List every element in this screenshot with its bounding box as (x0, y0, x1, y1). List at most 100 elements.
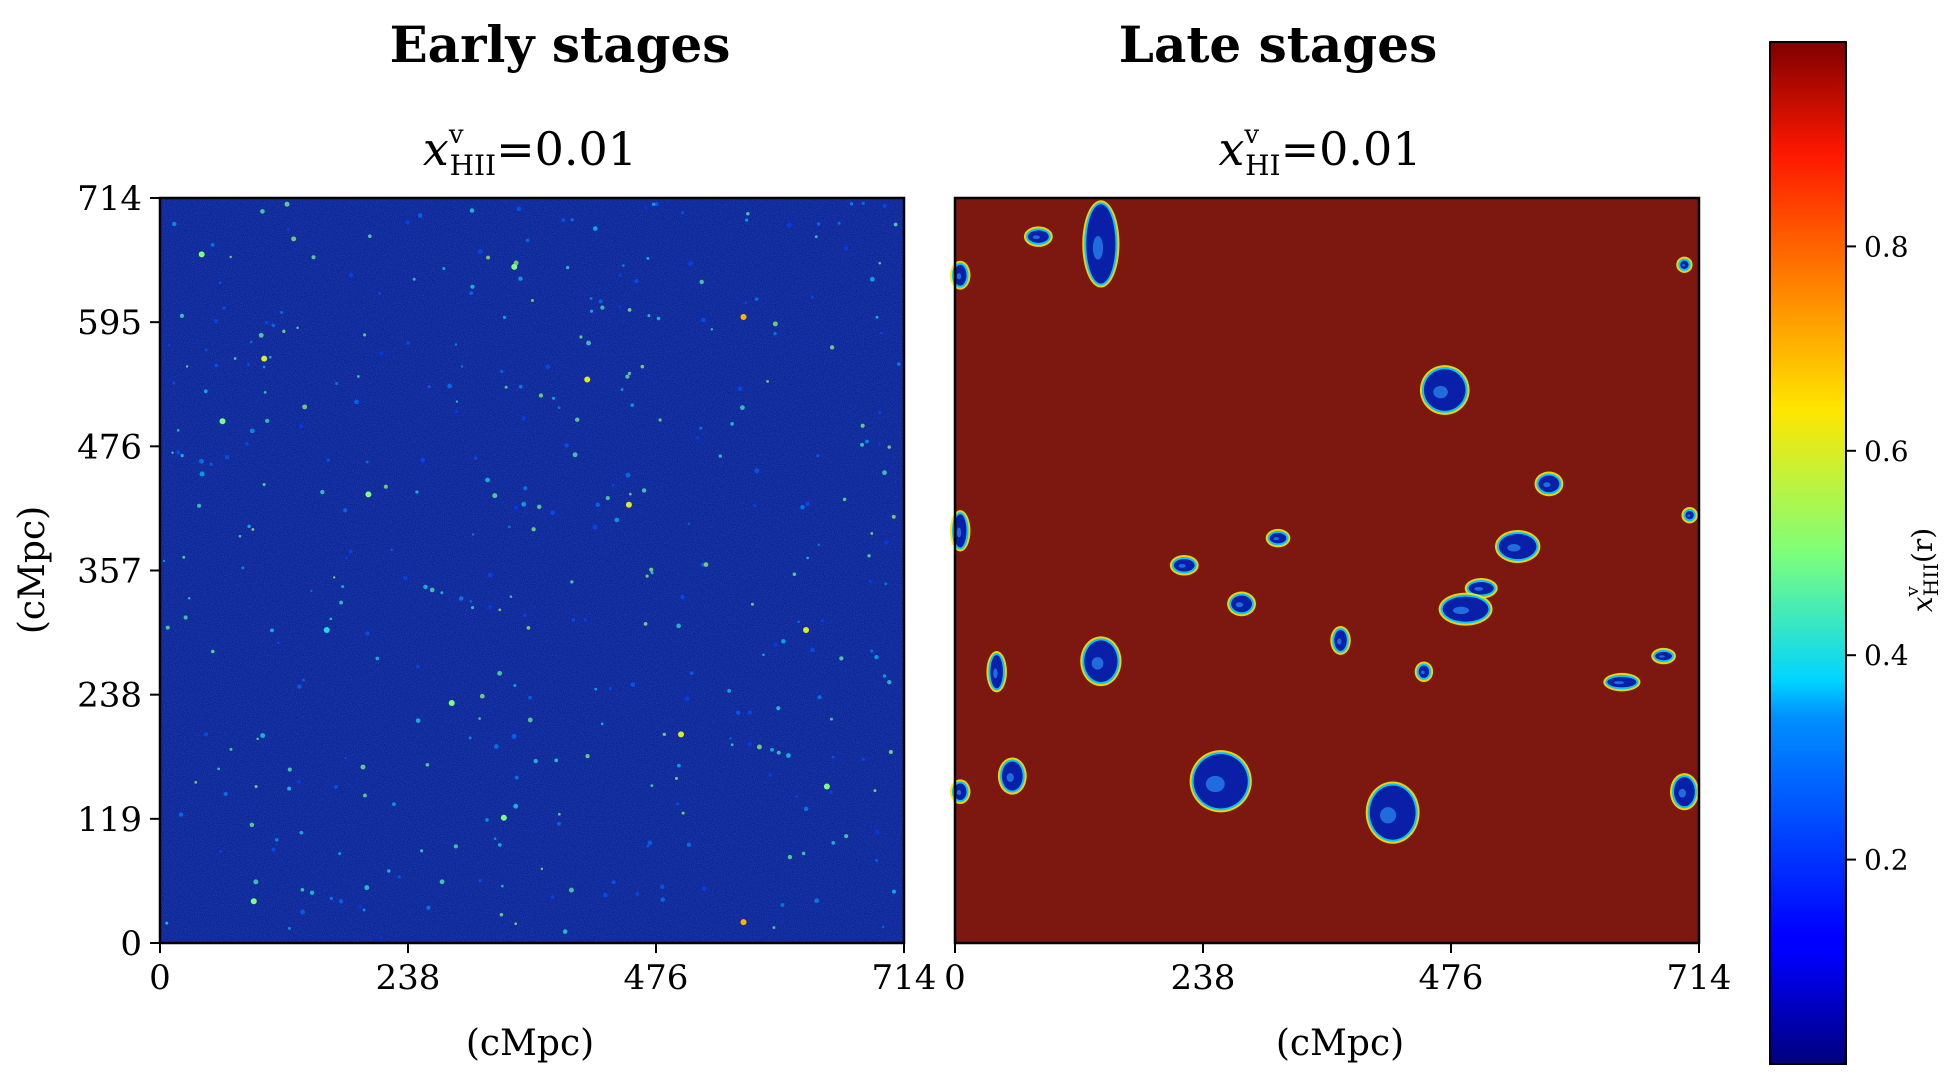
ionized-speckle (270, 628, 274, 633)
ionized-speckle (379, 936, 382, 940)
ionized-speckle (701, 886, 707, 891)
ionized-speckle (703, 562, 709, 567)
ionized-speckle (300, 909, 305, 915)
y-tick-label: 714 (77, 179, 142, 219)
ionized-speckle (568, 887, 574, 893)
ionized-speckle (561, 218, 566, 223)
panel-title-late: Late stages (1119, 15, 1437, 74)
island-inner-speckle (956, 273, 962, 280)
ionized-speckle (766, 379, 770, 383)
ionized-speckle (844, 834, 849, 839)
ionized-speckle (271, 323, 276, 328)
ionized-speckle (572, 452, 578, 458)
y-tick-label: 595 (77, 303, 142, 343)
ionized-speckle (296, 326, 299, 329)
ionized-speckle (787, 854, 793, 860)
ionized-speckle (500, 369, 504, 374)
ionized-speckle (473, 456, 478, 460)
ionized-speckle (383, 484, 388, 489)
ionized-speckle (249, 428, 255, 434)
ionized-speckle (881, 925, 885, 929)
ionized-speckle (178, 812, 184, 817)
ionized-speckle (260, 733, 266, 738)
ionized-speckle (868, 579, 872, 583)
ionized-speckle (530, 299, 534, 303)
ionized-speckle (264, 320, 269, 325)
ionized-speckle (528, 695, 532, 700)
ionized-speckle (644, 206, 648, 210)
ionized-speckle (287, 767, 292, 772)
ionized-speckle (338, 852, 342, 856)
ionized-speckle (485, 818, 489, 822)
ionized-speckle (557, 406, 561, 410)
ionized-speckle (356, 375, 360, 378)
ionized-speckle (649, 567, 654, 572)
ionized-speckle (646, 844, 650, 848)
ionized-speckle (744, 301, 748, 304)
ionized-speckle (870, 532, 874, 535)
ionized-speckle (348, 549, 353, 554)
ionized-speckle (209, 462, 213, 466)
ionized-speckle (420, 457, 426, 463)
ionized-speckle (260, 209, 265, 214)
ionized-speckle (420, 849, 424, 853)
ionized-speckle (523, 613, 527, 617)
ionized-speckle (447, 383, 453, 389)
ionized-speckle (772, 926, 776, 930)
ionized-speckle (265, 418, 270, 424)
ionized-speckle (887, 679, 892, 685)
ionized-speckle (635, 892, 640, 897)
ionized-speckle (165, 625, 170, 630)
heatmap-texture-early (160, 198, 904, 943)
ionized-speckle (688, 260, 693, 266)
ionized-speckle (600, 722, 604, 726)
ionized-speckle (194, 780, 198, 784)
x-tick-label: 476 (1419, 958, 1484, 998)
ionized-speckle (618, 273, 622, 277)
ionized-speckle (594, 687, 597, 691)
x-tick-label: 714 (872, 958, 937, 998)
ionized-speckle (570, 580, 574, 584)
y-tick-label: 0 (120, 924, 142, 964)
ionized-speckle (843, 246, 849, 251)
ionized-speckle (772, 321, 778, 327)
ionized-speckle (629, 492, 632, 496)
ionized-speckle (873, 789, 877, 793)
panel-subtitle-early: xv HII=0.01 (423, 120, 637, 182)
ionized-speckle (277, 641, 280, 645)
ionized-speckle (739, 405, 745, 411)
ionized-speckle (805, 501, 810, 507)
ionized-speckle (425, 762, 430, 767)
ionized-speckle (478, 249, 483, 254)
ionized-speckle (735, 710, 741, 715)
ionized-speckle (882, 470, 887, 476)
ionized-speckle (650, 784, 654, 788)
x-tick-label: 0 (149, 958, 171, 998)
ionized-speckle (299, 830, 304, 835)
ionized-speckle (507, 525, 511, 529)
colorbar-label: xvHII(r) (1902, 528, 1943, 612)
ionized-speckle (363, 793, 367, 798)
ionized-speckle (527, 717, 533, 723)
ionized-speckle (478, 717, 481, 720)
ionized-speckle (780, 903, 785, 907)
ionized-speckle (625, 374, 630, 379)
island-inner-speckle (1032, 235, 1040, 240)
ionized-speckle (249, 822, 255, 828)
ionized-speckle (176, 429, 180, 432)
ionized-speckle (229, 255, 232, 259)
ionized-speckle (275, 838, 279, 842)
ionized-speckle (310, 589, 313, 593)
ionized-speckle (829, 345, 835, 350)
ionized-speckle (439, 879, 445, 885)
ionized-speckle (545, 364, 551, 370)
ionized-speckle (287, 926, 291, 930)
ionized-speckle (562, 929, 568, 934)
ionized-speckle (171, 451, 174, 454)
ionized-speckle (513, 505, 519, 510)
ionized-speckle (646, 256, 650, 260)
x-ticks-early: 0 238 476 714 (149, 943, 936, 998)
ionized-speckle (589, 296, 593, 301)
ionized-speckle (262, 482, 266, 487)
ionized-spot (625, 501, 632, 508)
